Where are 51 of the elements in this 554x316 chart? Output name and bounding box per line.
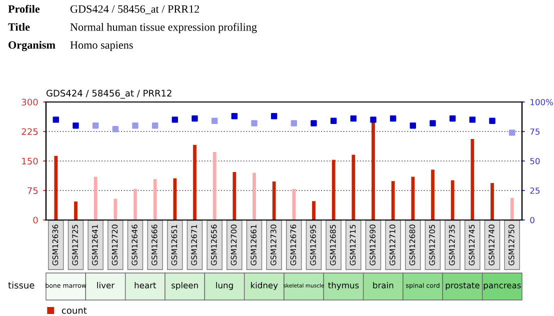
- text: Title: [8, 22, 30, 31]
- legend-label: count: [62, 307, 87, 314]
- text: brain: [373, 282, 394, 288]
- y2-tick-label: 100%: [530, 98, 554, 106]
- text: Organism: [8, 40, 56, 52]
- text: Normal human tissue expression profiling: [70, 22, 257, 34]
- text: Homo sapiens: [70, 41, 133, 52]
- bar: [134, 188, 137, 220]
- bar: [252, 172, 256, 220]
- bar: [272, 181, 276, 220]
- text: kidney: [251, 282, 278, 290]
- text: Profile: [8, 4, 40, 13]
- text: spleen: [172, 282, 198, 290]
- text: prostate: [446, 282, 480, 290]
- bar: [54, 156, 58, 220]
- bar: [74, 202, 78, 220]
- text: lung: [216, 282, 233, 290]
- bar: [431, 170, 434, 220]
- bar: [292, 188, 296, 220]
- text: liver: [97, 282, 115, 288]
- y-tick-label: 225: [22, 128, 38, 136]
- chart-title: GDS424 / 58456_at / PRR12: [46, 90, 172, 99]
- text: GDS424 / 58456_at / PRR12: [70, 5, 200, 14]
- bar: [352, 154, 356, 220]
- bar: [212, 152, 216, 220]
- bar: [114, 198, 118, 220]
- text: thymus: [328, 282, 359, 290]
- bar: [490, 183, 494, 220]
- y2-tick-label: 0: [530, 216, 534, 224]
- y-tick-label: 75: [28, 187, 38, 194]
- y-tick-label: 150: [22, 158, 38, 165]
- bar: [510, 198, 514, 220]
- bar: [411, 176, 415, 220]
- bar: [391, 181, 395, 220]
- bar: [450, 180, 454, 220]
- y2-tick-label: 50: [530, 158, 540, 164]
- bar: [470, 138, 474, 220]
- text: pancreas: [484, 284, 521, 290]
- bar: [94, 176, 98, 220]
- bar: [193, 144, 196, 220]
- bar: [153, 179, 157, 220]
- bar: [173, 178, 177, 220]
- y2-tick-label: 25: [530, 187, 540, 194]
- y2-tick-label: 75: [530, 128, 540, 135]
- text: tissue: [8, 282, 34, 289]
- bar: [232, 172, 236, 220]
- bar: [332, 160, 336, 220]
- text: heart: [134, 282, 156, 288]
- y-tick-label: 0: [33, 216, 38, 224]
- y-tick-label: 300: [22, 98, 38, 106]
- bar: [312, 201, 316, 220]
